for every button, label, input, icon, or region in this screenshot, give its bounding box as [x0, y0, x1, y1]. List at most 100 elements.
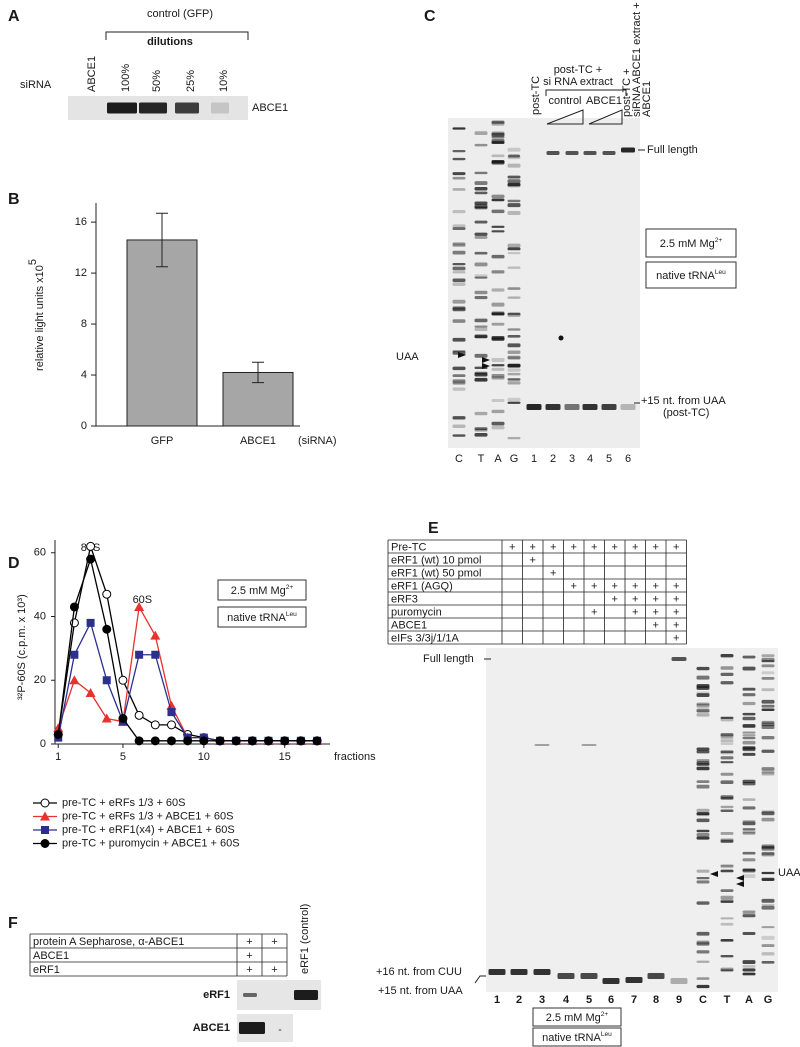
gel-band	[452, 262, 466, 266]
gel-band	[761, 851, 775, 855]
point	[247, 736, 257, 746]
point	[69, 675, 80, 685]
lane-label: A	[745, 994, 753, 1006]
gel-band	[720, 716, 734, 719]
gel-band	[720, 780, 734, 785]
gel-band	[720, 672, 734, 676]
gel-band	[474, 372, 488, 377]
x-tick-label: 1	[55, 751, 61, 763]
point	[70, 650, 79, 659]
gel-band	[507, 437, 521, 440]
gel-band	[452, 127, 466, 130]
point	[101, 713, 112, 723]
y-tick-label: 0	[40, 738, 46, 750]
gel-band	[507, 182, 521, 187]
gel-band	[742, 914, 756, 918]
gel-band	[452, 306, 466, 310]
gel-band	[696, 784, 710, 789]
legend-marker	[40, 798, 50, 808]
gel-band	[742, 912, 756, 915]
gel-band	[491, 135, 505, 139]
gel-band	[474, 131, 488, 136]
point	[102, 624, 112, 634]
gel-band	[761, 960, 775, 964]
gel-band	[243, 993, 257, 997]
lane-label: G	[764, 994, 773, 1006]
gel-band	[742, 687, 756, 691]
table-cell: +	[653, 593, 659, 605]
point	[312, 736, 322, 746]
condition-box	[645, 228, 737, 258]
point	[151, 650, 160, 659]
gel-band	[761, 735, 775, 740]
gel-band	[507, 372, 521, 376]
y-axis-title: relative light units x105	[27, 259, 46, 371]
gel-band	[452, 387, 466, 391]
group-header: si RNA extract	[543, 76, 613, 88]
gel-band	[533, 969, 551, 975]
gel-band	[491, 270, 505, 274]
gel-band	[507, 312, 521, 315]
gel-band	[211, 102, 229, 114]
table-row-label: ABCE1	[391, 619, 427, 631]
lane-label: 2	[550, 453, 556, 465]
gel-band	[696, 713, 710, 717]
y-tick-label: 0	[81, 420, 87, 432]
gel-band	[742, 798, 756, 801]
lane-header: ABCE1	[641, 81, 653, 117]
gel-band	[761, 935, 775, 940]
condition-text-sup: 2+	[286, 584, 294, 591]
gel-band	[507, 287, 521, 290]
gel-band	[720, 739, 734, 743]
condition-text: 2.5 mM Mg2+	[231, 584, 294, 597]
gel-band	[761, 952, 775, 956]
gel-band	[671, 657, 687, 661]
gel-band	[647, 973, 665, 979]
gel-band	[620, 404, 636, 410]
gel-band	[580, 973, 598, 979]
gel-band	[452, 176, 466, 180]
gel-band	[491, 398, 505, 403]
gel-band	[761, 704, 775, 708]
gel-band	[761, 771, 775, 774]
gel-band	[761, 664, 775, 668]
gel-band	[696, 813, 710, 817]
gel-band	[507, 184, 521, 188]
gel-band	[507, 328, 521, 331]
table-cell: +	[591, 606, 597, 618]
point	[264, 736, 274, 746]
table-cell: +	[246, 950, 252, 962]
legend-label: pre-TC + eRF1(x4) + ABCE1 + 60S	[62, 824, 235, 836]
point	[296, 736, 306, 746]
table-cell: +	[271, 964, 277, 976]
gel-band	[720, 840, 734, 843]
gel-band	[581, 744, 597, 746]
gel-band	[491, 120, 505, 124]
gel-band	[452, 374, 466, 378]
table-cell: +	[632, 541, 638, 553]
gel-band	[742, 932, 756, 936]
lane-label: 5	[606, 453, 612, 465]
gel-band	[507, 179, 521, 184]
table-row-label: eRF1	[33, 964, 60, 976]
gel-band	[696, 901, 710, 905]
gel-band	[491, 254, 505, 259]
table-cell: +	[632, 593, 638, 605]
gel-band	[696, 780, 710, 783]
gel-band	[720, 889, 734, 893]
wedge	[588, 109, 623, 125]
gel-band	[452, 266, 466, 271]
point	[69, 602, 79, 612]
lane-label: A	[494, 453, 502, 465]
lane-label: 4	[563, 994, 570, 1006]
gel-band	[761, 817, 775, 822]
gel-band	[720, 666, 734, 670]
gel-band	[742, 655, 756, 659]
gel-band	[720, 838, 734, 842]
table-cell: +	[673, 541, 679, 553]
gel-band	[742, 740, 756, 745]
gel-band	[491, 367, 505, 371]
gel-band	[720, 737, 734, 740]
table-cell: +	[673, 632, 679, 644]
lane-header: post-TC	[530, 76, 542, 115]
